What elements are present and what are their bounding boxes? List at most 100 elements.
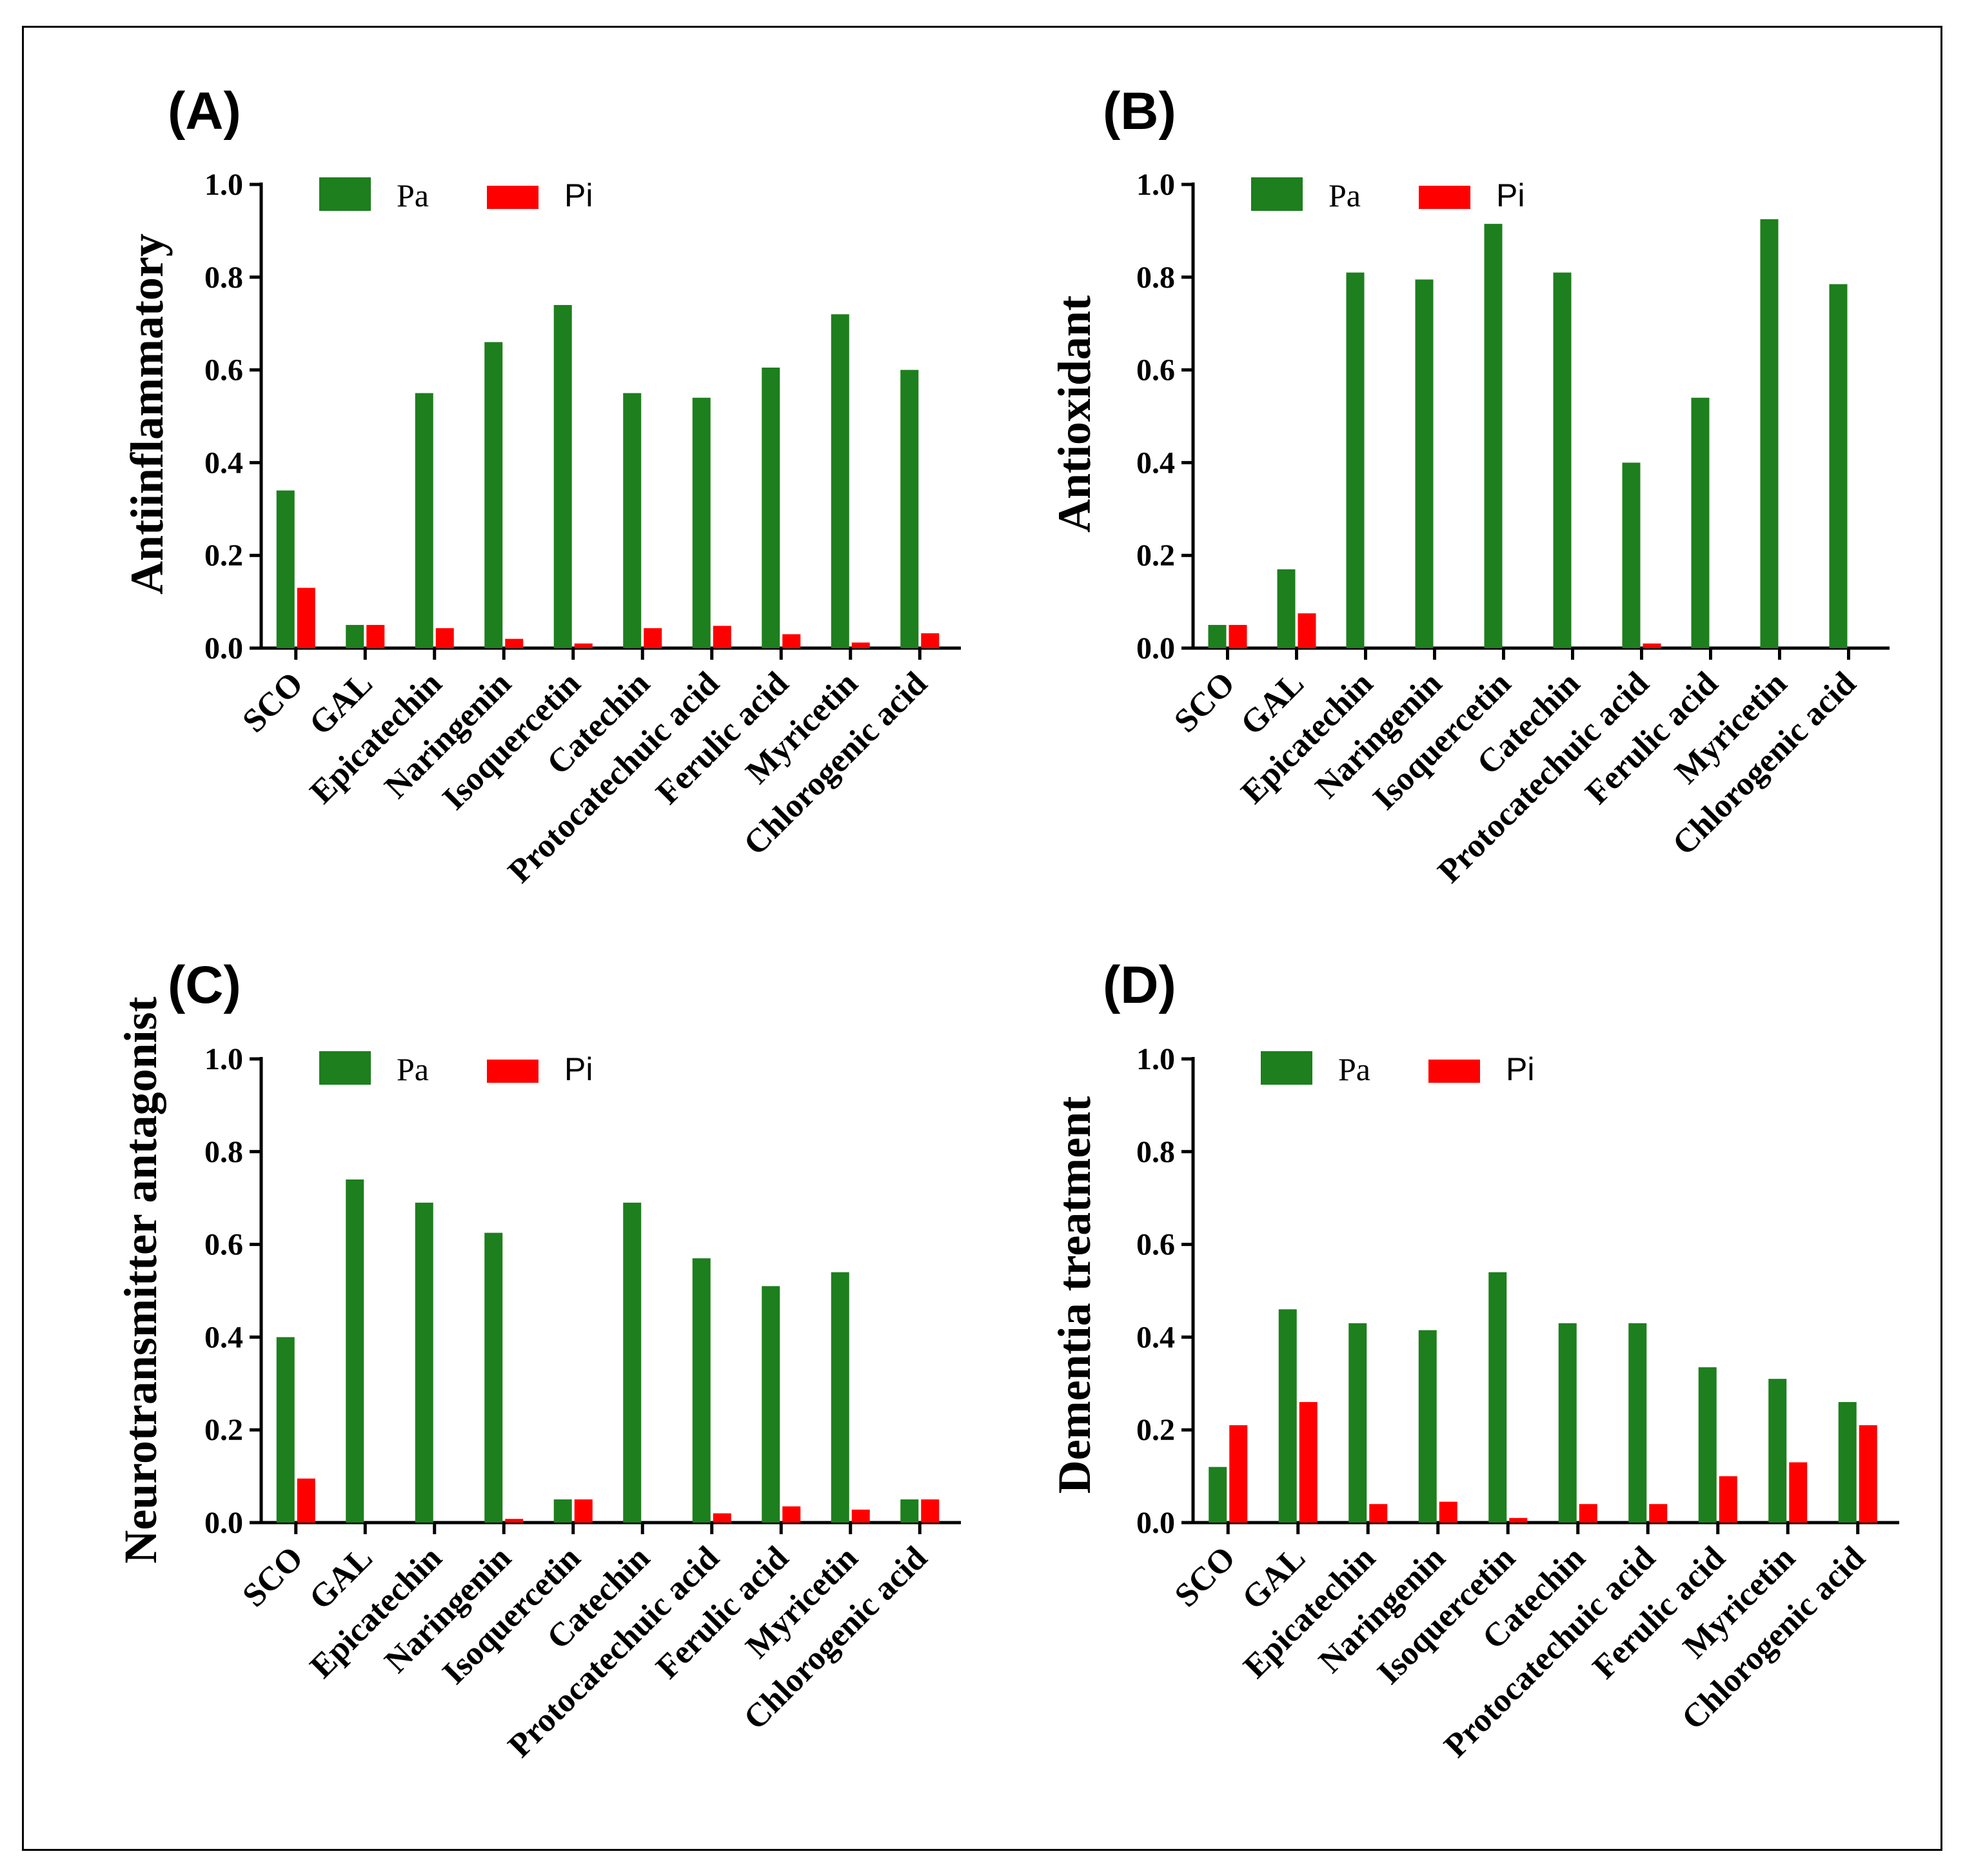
bar-pa bbox=[1346, 272, 1365, 648]
bar-pa bbox=[1348, 1323, 1367, 1523]
legend-pa-label: Pa bbox=[397, 1051, 429, 1087]
bar-pa bbox=[1838, 1402, 1857, 1523]
y-tick-label: 0.4 bbox=[204, 446, 243, 480]
bar-pi bbox=[1579, 1504, 1597, 1523]
bar-pa bbox=[553, 304, 572, 648]
legend-pi-label: Pi bbox=[1496, 177, 1525, 213]
bar-pi bbox=[505, 1519, 524, 1523]
bar-pi bbox=[713, 626, 731, 648]
y-axis-title: Antioxidant bbox=[1049, 295, 1100, 533]
bar-pa bbox=[1760, 219, 1779, 648]
y-tick-label: 0.4 bbox=[204, 1320, 243, 1354]
bar-pa bbox=[900, 1499, 919, 1523]
bar-pa bbox=[415, 393, 433, 648]
y-axis-title: Neurotransmitter antagonist bbox=[115, 996, 166, 1563]
legend-pi-label: Pi bbox=[564, 1051, 593, 1087]
bar-pi bbox=[644, 628, 662, 648]
panel-b: (B) Antioxidant Pa Pi 0.0 0.2 0.4 0.6 0.8 1.0… bbox=[1049, 82, 1890, 890]
y-tick-label: 0.6 bbox=[204, 1228, 243, 1262]
bar-pi bbox=[1719, 1476, 1737, 1523]
y-tick-label: 0.8 bbox=[204, 1135, 243, 1169]
bar-pa bbox=[346, 625, 364, 648]
bar-pi bbox=[1439, 1501, 1457, 1523]
legend-pa-swatch bbox=[319, 177, 371, 211]
legend-pa-swatch bbox=[1251, 177, 1303, 211]
bar-pi bbox=[1859, 1425, 1877, 1523]
legend-pa-label: Pa bbox=[1328, 177, 1361, 213]
figure-frame bbox=[22, 26, 1942, 1851]
bar-pa bbox=[1553, 272, 1572, 648]
y-tick-label: 0.2 bbox=[1136, 1413, 1175, 1447]
bar-pi bbox=[435, 628, 454, 648]
bar-pa bbox=[1278, 1309, 1297, 1523]
y-tick-label: 0.4 bbox=[1136, 1320, 1175, 1354]
y-tick-label: 0.2 bbox=[1136, 538, 1175, 573]
x-tick-label: SCO bbox=[1168, 1539, 1243, 1614]
panel-a: (A) Antiinflammatory Pa Pi 0.0 0.2 0.4 0.6 0… bbox=[121, 82, 961, 890]
bar-pa bbox=[1829, 284, 1848, 649]
y-tick-label: 0.6 bbox=[1136, 353, 1175, 388]
y-axis-title: Antiinflammatory bbox=[121, 233, 173, 595]
y-tick-label: 0.0 bbox=[204, 1506, 243, 1540]
bar-pa bbox=[415, 1202, 433, 1523]
legend-pi-swatch bbox=[1428, 1060, 1480, 1083]
y-tick-label: 0.0 bbox=[1136, 631, 1175, 666]
bar-pa bbox=[1209, 1466, 1227, 1523]
bar-pi bbox=[297, 587, 315, 648]
bar-pa bbox=[1691, 397, 1710, 648]
legend-pi-swatch bbox=[1419, 186, 1470, 209]
bar-pi bbox=[1229, 625, 1247, 648]
bar-pi bbox=[366, 625, 385, 648]
bar-pa bbox=[1698, 1367, 1717, 1523]
bar-pa bbox=[1768, 1379, 1787, 1523]
bar-pi bbox=[782, 1506, 801, 1523]
bar-pa bbox=[900, 370, 919, 648]
bar-pa bbox=[831, 314, 849, 648]
bar-pi bbox=[921, 633, 940, 648]
bar-pa bbox=[1558, 1323, 1577, 1523]
y-tick-label: 0.8 bbox=[1136, 1135, 1175, 1169]
panel-label: (D) bbox=[1103, 956, 1176, 1014]
bar-pa bbox=[1488, 1272, 1507, 1523]
y-tick-label: 1.0 bbox=[1136, 1042, 1175, 1076]
y-tick-label: 0.2 bbox=[204, 1413, 243, 1447]
bar-pa bbox=[762, 1286, 780, 1523]
bar-pa bbox=[553, 1499, 572, 1523]
bar-pa bbox=[484, 1232, 503, 1523]
bar-pi bbox=[851, 642, 870, 648]
legend-pa-swatch bbox=[319, 1051, 371, 1085]
panel-c: (C) Neurotransmitter antagonist Pa Pi 0.… bbox=[115, 956, 961, 1764]
panel-d: (D) Dementia treatment Pa Pi 0.0 0.2 0.4 0.… bbox=[1049, 956, 1899, 1764]
y-tick-label: 1.0 bbox=[1136, 168, 1175, 202]
bar-pa bbox=[1418, 1330, 1437, 1523]
y-tick-label: 0.2 bbox=[204, 538, 243, 573]
legend-pi-swatch bbox=[487, 1060, 538, 1083]
panel-label: (B) bbox=[1103, 82, 1176, 141]
legend-pi-label: Pi bbox=[1506, 1051, 1534, 1087]
y-tick-label: 0.4 bbox=[1136, 446, 1175, 480]
y-tick-label: 0.6 bbox=[1136, 1228, 1175, 1262]
bar-pi bbox=[782, 634, 801, 648]
bar-pi bbox=[1649, 1504, 1668, 1523]
bar-pi bbox=[851, 1509, 870, 1523]
bar-pa bbox=[1484, 224, 1503, 648]
bar-pa bbox=[692, 1258, 711, 1523]
x-tick-label: SCO bbox=[235, 1539, 310, 1614]
legend-pa-swatch bbox=[1261, 1051, 1312, 1085]
y-tick-label: 1.0 bbox=[204, 168, 243, 202]
bar-pa bbox=[831, 1272, 849, 1523]
y-tick-label: 0.6 bbox=[204, 353, 243, 388]
y-tick-label: 1.0 bbox=[204, 1042, 243, 1076]
y-axis-title: Dementia treatment bbox=[1049, 1096, 1100, 1494]
bar-pa bbox=[1208, 625, 1227, 648]
bar-pi bbox=[574, 1499, 593, 1523]
bar-pa bbox=[1415, 279, 1434, 648]
x-tick-label: SCO bbox=[1167, 665, 1242, 740]
bar-pi bbox=[713, 1513, 731, 1523]
bar-pa bbox=[623, 1202, 642, 1523]
y-tick-label: 0.8 bbox=[204, 261, 243, 295]
bar-pa bbox=[484, 342, 503, 648]
y-tick-label: 0.0 bbox=[204, 631, 243, 666]
bar-pa bbox=[623, 393, 642, 648]
bar-pi bbox=[1299, 1402, 1318, 1523]
